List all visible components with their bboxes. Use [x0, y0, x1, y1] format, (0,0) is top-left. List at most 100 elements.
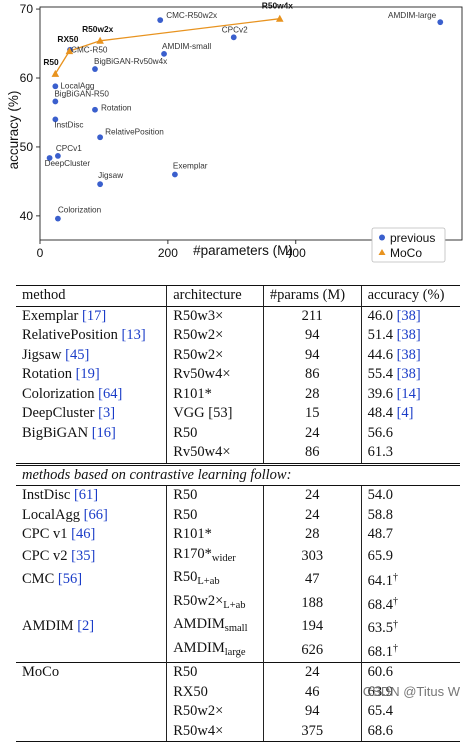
params-cell: 94 — [262, 326, 362, 346]
previous-point-label: Rotation — [101, 104, 132, 113]
x-tick-label: 0 — [37, 246, 44, 260]
header-method: method — [16, 285, 167, 306]
previous-point-label: BigBiGAN-R50 — [54, 89, 109, 98]
architecture-cell: VGG [53] — [166, 404, 264, 424]
params-value: 28 — [304, 526, 320, 542]
params-value: 86 — [304, 444, 320, 460]
chart-legend: previous MoCo — [371, 227, 446, 263]
previous-point-label: DeepCluster — [45, 159, 91, 168]
method-name: DeepCluster — [22, 405, 95, 421]
method-cell: CPC v2 [35] — [16, 545, 167, 569]
previous-data-point — [55, 152, 61, 159]
method-cell: Jigsaw [45] — [16, 346, 167, 366]
architecture-value: R50 — [173, 506, 198, 523]
accuracy-cell: 56.6 — [360, 423, 460, 443]
watermark: CSDN @Titus W — [362, 684, 460, 699]
accuracy-value: 60.6 — [367, 664, 393, 680]
previous-data-point — [97, 181, 104, 188]
architecture-cell: R50w3× — [166, 305, 264, 326]
method-cell: Exemplar [17] — [16, 305, 167, 326]
accuracy-dagger: † — [392, 572, 398, 583]
architecture-cell: R170*wider — [166, 544, 264, 568]
architecture-value: R50w2× — [173, 592, 224, 609]
architecture-cell: R50w4× — [166, 721, 264, 742]
accuracy-value: 68.4 — [367, 596, 393, 613]
accuracy-cell: 48.7 — [360, 525, 460, 545]
architecture-cell: R50w2× — [166, 345, 264, 365]
previous-data-point — [52, 83, 59, 90]
legend-previous-marker — [379, 234, 385, 241]
header-architecture: architecture — [166, 285, 264, 306]
moco-point-label: R50 — [43, 57, 59, 67]
architecture-value: AMDIM — [173, 639, 225, 656]
method-citation: [56] — [57, 571, 83, 587]
method-cell: CMC [56] — [16, 568, 167, 592]
params-value: 626 — [301, 641, 324, 658]
accuracy-value: 56.6 — [367, 424, 393, 441]
method-citation: [35] — [71, 547, 96, 564]
table-row: DeepCluster [3] VGG [53] 15 48.4 [4] — [16, 404, 460, 424]
table-row: R50w4× 375 68.6 — [16, 721, 460, 742]
params-value: 46 — [304, 683, 320, 700]
accuracy-value: 68.1 — [367, 643, 393, 660]
architecture-cell: R50 — [166, 485, 264, 506]
table-row: Exemplar [17] R50w3× 211 46.0 [38] — [16, 305, 460, 326]
y-tick-label: 40 — [20, 209, 34, 223]
previous-point-label: CPCv2 — [222, 25, 248, 34]
table-row: RX50 46 63.9 — [16, 682, 460, 702]
accuracy-cell: 55.4 [38] — [360, 365, 460, 385]
architecture-value: R50w2× — [173, 346, 224, 363]
method-cell: LocalAgg [66] — [16, 506, 167, 526]
accuracy-cell: 60.6 — [360, 662, 460, 683]
architecture-value: Rv50w4× — [173, 366, 231, 382]
method-cell: RelativePosition [13] — [16, 326, 167, 346]
architecture-value: R50w3× — [173, 307, 224, 324]
params-cell: 188 — [262, 591, 362, 615]
previous-data-point — [230, 34, 237, 41]
method-name: CPC v2 — [22, 547, 68, 564]
architecture-value: RX50 — [173, 683, 208, 700]
method-cell: DeepCluster [3] — [16, 404, 167, 424]
x-tick-label: 200 — [158, 246, 178, 260]
accuracy-cell: 51.4 [38] — [360, 326, 460, 346]
method-name: RelativePosition — [22, 327, 118, 343]
params-cell: 24 — [262, 662, 362, 683]
moco-series-line — [54, 18, 280, 75]
method-name: Rotation — [22, 366, 72, 382]
method-cell: Colorization [64] — [16, 385, 167, 405]
accuracy-citation: [4] — [396, 405, 414, 421]
params-cell: 28 — [262, 525, 362, 545]
previous-point-label: Colorization — [58, 206, 102, 215]
accuracy-cell: 54.0 — [360, 485, 460, 506]
moco-data-point — [51, 69, 60, 77]
section-note: methods based on contrastive learning fo… — [16, 462, 460, 486]
architecture-cell: Rv50w4× — [166, 443, 264, 464]
table-header-row: method architecture #params (M) accuracy… — [16, 285, 460, 306]
architecture-cell: Rv50w4× — [166, 365, 264, 385]
accuracy-value: 65.9 — [367, 547, 393, 564]
params-value: 24 — [304, 487, 320, 503]
params-cell: 24 — [262, 423, 362, 443]
architecture-cell: R50 — [166, 505, 264, 525]
x-axis-label: #parameters (M) — [193, 243, 293, 258]
method-name: MoCo — [22, 664, 60, 680]
accuracy-value: 61.3 — [367, 444, 393, 460]
method-citation: [64] — [98, 385, 123, 402]
y-tick-label: 70 — [20, 2, 34, 16]
accuracy-value: 46.0 — [367, 307, 393, 324]
params-value: 24 — [304, 664, 320, 680]
accuracy-cell: 39.6 [14] — [360, 384, 460, 404]
header-accuracy: accuracy (%) — [360, 285, 460, 306]
accuracy-value: 54.0 — [367, 487, 393, 503]
accuracy-value: 39.6 — [367, 385, 393, 402]
x-tick-label: 400 — [286, 246, 306, 260]
accuracy-citation: [38] — [396, 327, 421, 343]
method-name: AMDIM — [22, 618, 74, 634]
accuracy-value: 63.5 — [367, 620, 393, 636]
table-row: CPC v2 [35] R170*wider 303 65.9 — [16, 544, 460, 569]
params-value: 94 — [304, 703, 320, 719]
previous-data-point — [92, 106, 98, 113]
previous-data-point — [172, 171, 178, 178]
accuracy-value: 64.1 — [367, 573, 393, 589]
previous-point-label: Jigsaw — [98, 171, 123, 180]
